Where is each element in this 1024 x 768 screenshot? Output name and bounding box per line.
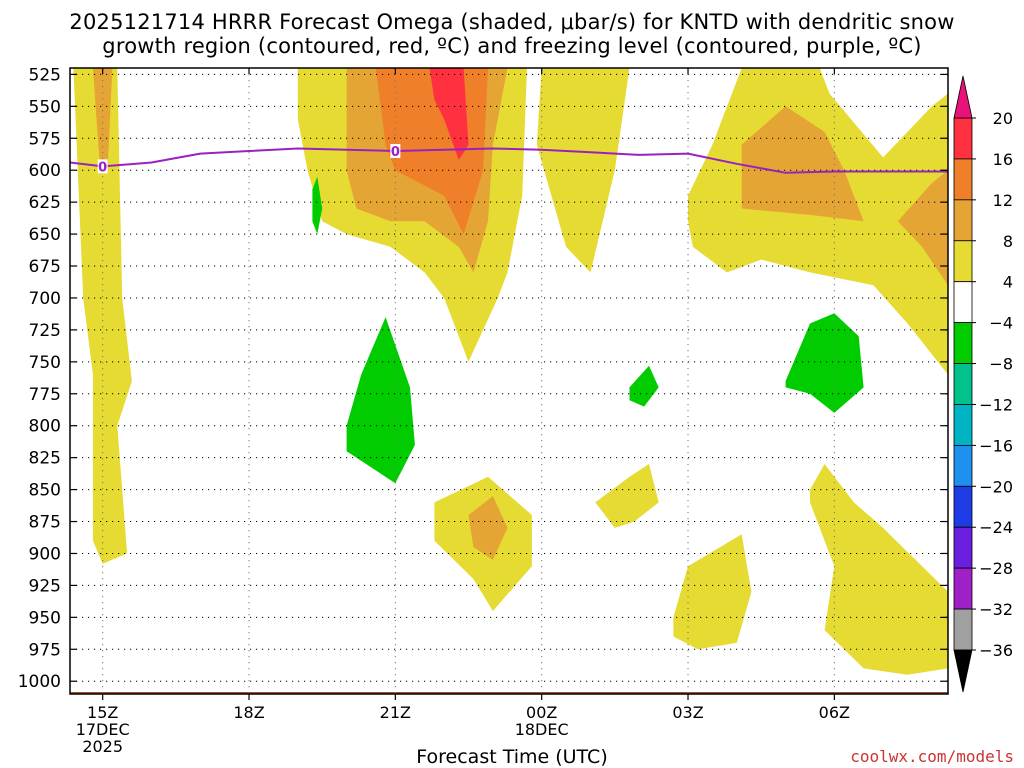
- y-tick-label: 950: [29, 608, 61, 628]
- colorbar-bin: [953, 322, 973, 364]
- colorbar-label: −28: [979, 559, 1013, 578]
- freezing-level-label: 0: [98, 160, 107, 175]
- freezing-label-bg: [390, 144, 401, 159]
- colorbar: 20 16 12 8 4 −4 −8 −12 −16 −20 −24 −28 −32 −36: [953, 75, 1013, 693]
- colorbar-label: 12: [993, 191, 1013, 210]
- omega-region-1: [92, 68, 113, 171]
- y-tick-label: 675: [29, 257, 61, 277]
- x-tick-label: 00Z: [526, 703, 557, 722]
- omega-region-11: [468, 496, 508, 560]
- colorbar-bin: [953, 404, 973, 446]
- omega-region-18: [785, 313, 864, 413]
- colorbar-label: 4: [1003, 273, 1013, 292]
- colorbar-bin: [953, 608, 973, 651]
- x-axis-title: Forecast Time (UTC): [416, 746, 608, 768]
- colorbar-label: 16: [993, 150, 1013, 169]
- colorbar-top-arrow: [953, 75, 973, 119]
- colorbar-bin: [953, 240, 973, 283]
- omega-region-8: [741, 106, 864, 222]
- omega-region-13: [673, 534, 752, 650]
- y-tick-label: 925: [29, 576, 61, 596]
- y-tick-label: 750: [29, 353, 61, 373]
- freezing-level-label: 0: [391, 145, 400, 160]
- chart-title-line2: growth region (contoured, red, ºC) and f…: [102, 34, 922, 58]
- axes: 525 550 575 600 625 650 675 700 725 750 775 800 825 8…: [18, 65, 949, 756]
- colorbar-bin: [953, 567, 973, 610]
- y-tick-label: 625: [29, 193, 61, 213]
- y-tick-label: 525: [29, 65, 61, 85]
- omega-region-15: [312, 176, 323, 235]
- ground-strip: [70, 692, 948, 694]
- chart-title-line1: 2025121714 HRRR Forecast Omega (shaded, …: [69, 10, 955, 34]
- omega-region-14: [810, 464, 948, 675]
- x-tick-label: 03Z: [672, 703, 703, 722]
- y-tick-label: 900: [29, 544, 61, 564]
- colorbar-label: −8: [989, 355, 1013, 374]
- freezing-level-line: [69, 147, 948, 174]
- omega-region-17: [629, 365, 659, 407]
- y-tick-label: 600: [29, 161, 61, 181]
- credit-text[interactable]: coolwx.com/models: [850, 747, 1014, 766]
- y-tick-label: 725: [29, 321, 61, 341]
- colorbar-label: −12: [979, 395, 1013, 414]
- x-tick-label: 21Z: [380, 703, 411, 722]
- colorbar-label: 8: [1003, 232, 1013, 251]
- x-tick-year: 2025: [82, 737, 123, 756]
- plot-frame: [69, 67, 949, 695]
- omega-region-9: [897, 170, 948, 286]
- x-tick-date: 18DEC: [515, 720, 569, 739]
- omega-region-5: [429, 68, 469, 160]
- omega-region-16: [346, 317, 415, 484]
- x-tick-date: 17DEC: [76, 720, 130, 739]
- y-tick-label: 975: [29, 640, 61, 660]
- colorbar-bin: [953, 117, 973, 160]
- omega-region-6: [536, 68, 630, 273]
- omega-region-0: [73, 68, 132, 564]
- y-tick-label: 1000: [18, 672, 61, 692]
- colorbar-bottom-arrow: [953, 649, 973, 693]
- colorbar-label: −16: [979, 436, 1013, 455]
- omega-shading: [70, 68, 948, 694]
- y-tick-label: 775: [29, 385, 61, 405]
- colorbar-bin: [953, 158, 973, 201]
- colorbar-bin: [953, 199, 973, 242]
- x-tick-label: 06Z: [819, 703, 850, 722]
- y-tick-label: 850: [29, 481, 61, 501]
- colorbar-label: 20: [993, 109, 1013, 128]
- colorbar-bin: [953, 485, 973, 528]
- x-tick-label: 15Z: [87, 703, 118, 722]
- x-tick-label: 18Z: [233, 703, 264, 722]
- y-tick-label: 825: [29, 449, 61, 469]
- colorbar-label: −24: [979, 518, 1013, 537]
- freezing-label-bg: [97, 159, 108, 174]
- y-tick-label: 575: [29, 129, 61, 149]
- colorbar-label: −32: [979, 600, 1013, 619]
- plot-area: [70, 68, 948, 694]
- colorbar-label: −4: [989, 314, 1013, 333]
- colorbar-bin: [953, 281, 973, 324]
- colorbar-label: −20: [979, 477, 1013, 496]
- y-tick-label: 700: [29, 289, 61, 309]
- omega-region-12: [595, 464, 659, 528]
- colorbar-bin: [953, 526, 973, 569]
- grid: [70, 68, 948, 694]
- colorbar-label: −36: [979, 641, 1013, 660]
- y-tick-label: 650: [29, 225, 61, 245]
- y-tick-label: 800: [29, 417, 61, 437]
- colorbar-bin: [953, 444, 973, 487]
- colorbar-bin: [953, 363, 973, 405]
- y-tick-label: 875: [29, 513, 61, 533]
- freezing-level: 00: [69, 144, 948, 175]
- y-tick-label: 550: [29, 97, 61, 117]
